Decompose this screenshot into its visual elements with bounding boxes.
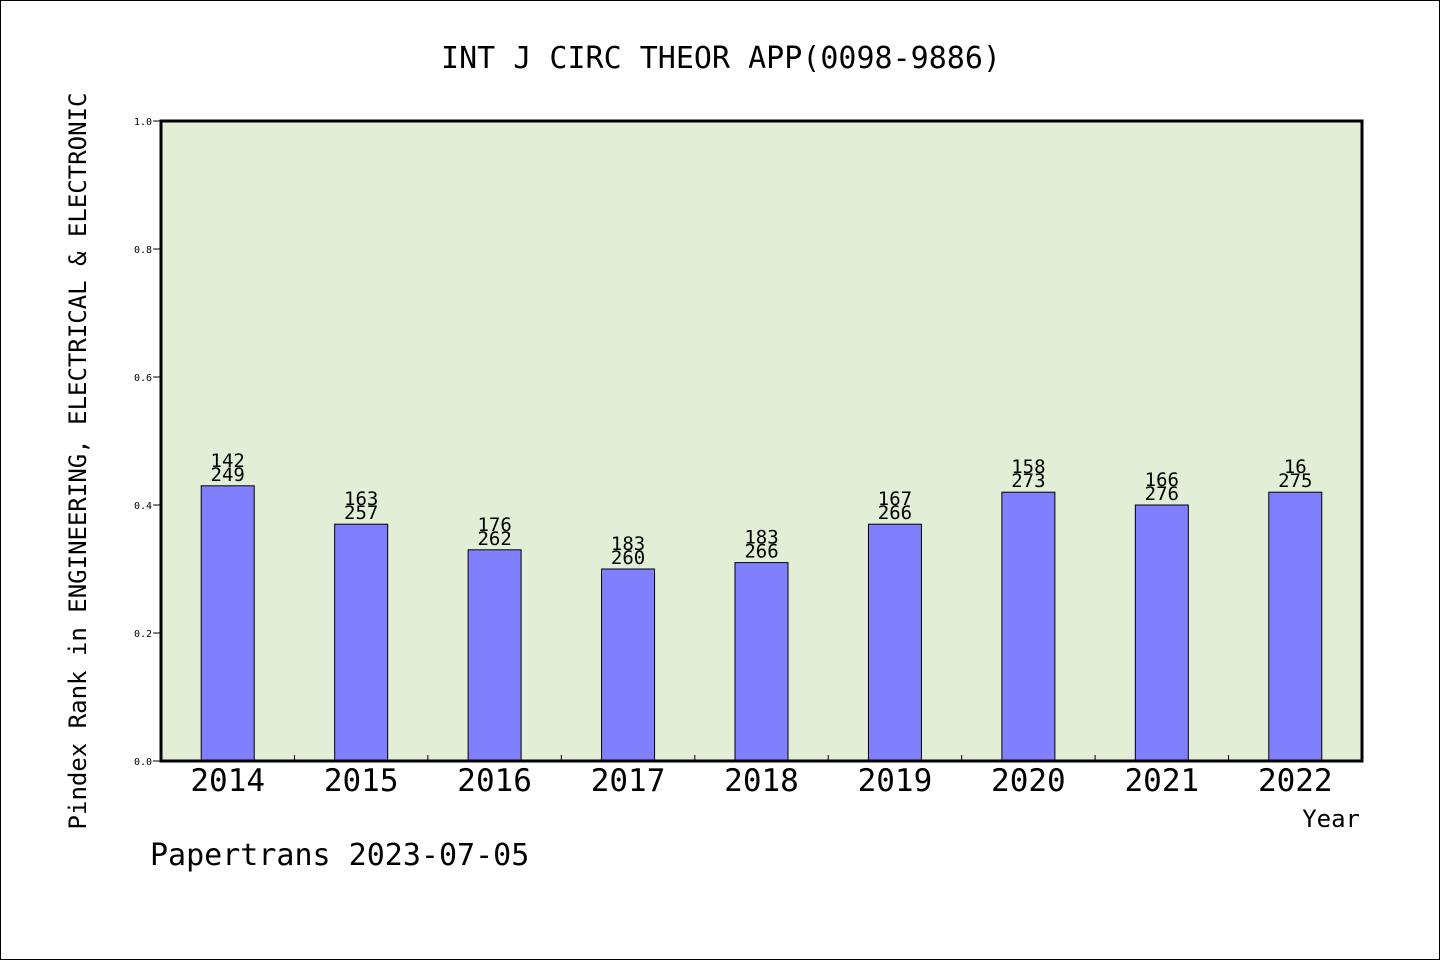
bar-2021 <box>1134 504 1189 762</box>
y-tick-label-1: 0.2 <box>134 629 152 640</box>
total-label-2017: 260 <box>611 547 645 569</box>
total-label-2016: 262 <box>477 528 511 550</box>
x-axis-label: Year <box>1302 805 1360 833</box>
total-label-2020: 273 <box>1011 470 1045 492</box>
chart-title: INT J CIRC THEOR APP(0098-9886) <box>441 41 1001 76</box>
ticks-layer: 2014 2015 2016 2017 2018 2019 2020 2021 2022 0.0 0… <box>134 117 1333 799</box>
y-tick-label-2: 0.4 <box>134 501 152 512</box>
total-label-2021: 276 <box>1145 483 1179 505</box>
bar-2016 <box>467 549 522 762</box>
x-tick-label-2020: 2020 <box>991 763 1066 799</box>
plot-border <box>159 119 1364 763</box>
y-tick-label-5: 1.0 <box>134 117 152 128</box>
rank-label-2016: 176 <box>477 514 511 536</box>
total-label-2022: 275 <box>1278 470 1312 492</box>
footer-watermark: Papertrans 2023-07-05 <box>150 838 529 873</box>
total-label-2018: 266 <box>744 541 778 563</box>
bar-2017 <box>601 568 656 762</box>
rank-label-2019: 167 <box>878 488 912 510</box>
bar-2014 <box>200 485 255 762</box>
x-tick-label-2015: 2015 <box>324 763 399 799</box>
x-tick-label-2018: 2018 <box>724 763 799 799</box>
total-label-2019: 266 <box>878 502 912 524</box>
y-axis-label: Pindex Rank in ENGINEERING, ELECTRICAL &… <box>64 93 92 830</box>
rank-label-2015: 163 <box>344 488 378 510</box>
bar-2022 <box>1268 491 1323 762</box>
x-tick-label-2021: 2021 <box>1125 763 1200 799</box>
total-label-2015: 257 <box>344 502 378 524</box>
y-tick-label-0: 0.0 <box>134 757 152 768</box>
total-label-2014: 249 <box>211 464 245 486</box>
x-tick-label-2022: 2022 <box>1258 763 1333 799</box>
x-tick-label-2017: 2017 <box>591 763 666 799</box>
rank-label-2022: 16 <box>1284 456 1307 478</box>
x-tick-label-2019: 2019 <box>858 763 933 799</box>
y-tick-label-3: 0.6 <box>134 373 152 384</box>
rank-label-2014: 142 <box>211 450 245 472</box>
bar-2019 <box>867 523 922 762</box>
bar-2018 <box>734 562 789 762</box>
rank-label-2017: 183 <box>611 533 645 555</box>
x-tick-label-2016: 2016 <box>457 763 532 799</box>
rank-label-2018: 183 <box>744 527 778 549</box>
bar-2015 <box>334 523 389 762</box>
bar-2020 <box>1001 491 1056 762</box>
y-tick-label-4: 0.8 <box>134 245 152 256</box>
x-tick-label-2014: 2014 <box>190 763 265 799</box>
rank-label-2020: 158 <box>1011 456 1045 478</box>
rank-label-2021: 166 <box>1145 469 1179 491</box>
